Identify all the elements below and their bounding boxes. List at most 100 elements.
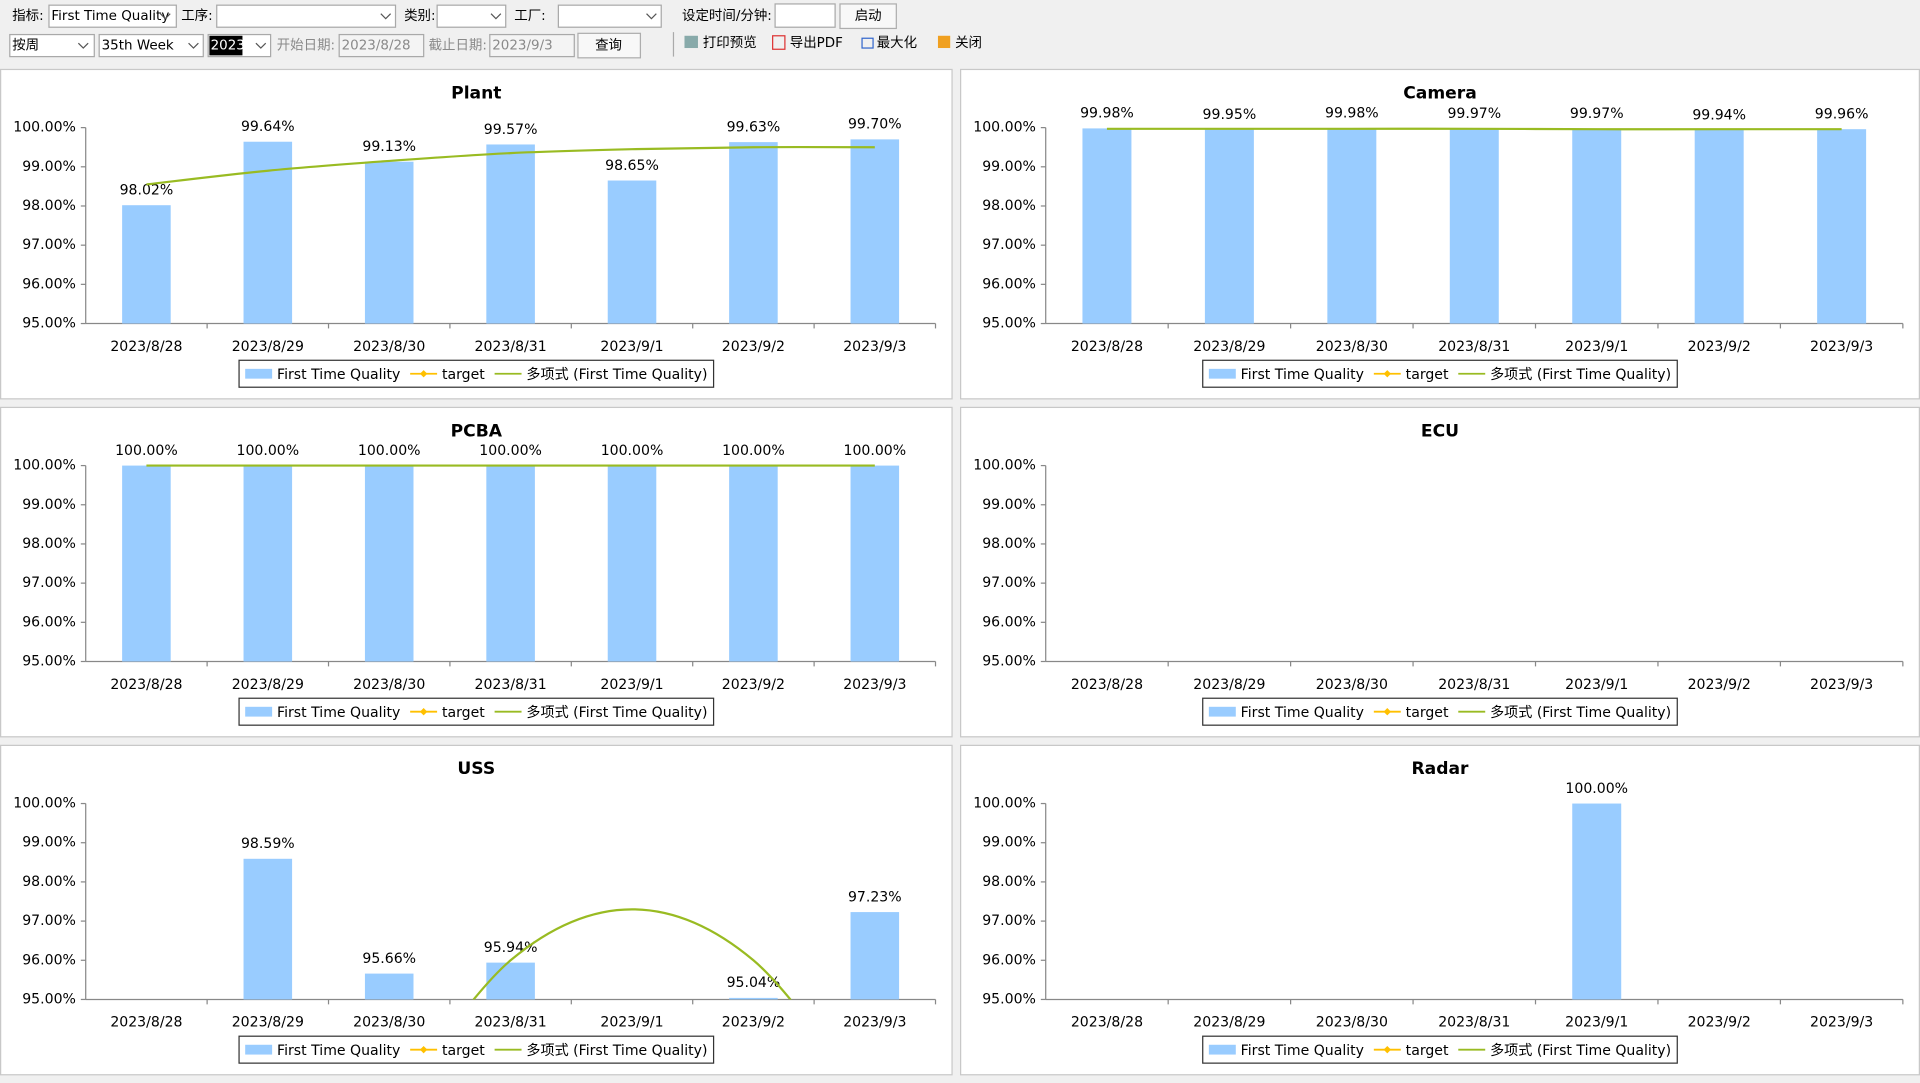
chart-panel: Plant 95.00% 96.00% 97.00% 98.00% 99.00% 100.0… xyxy=(0,68,953,400)
legend-swatch xyxy=(245,1044,273,1055)
y-tick-label: 100.00% xyxy=(973,120,1036,136)
legend-box xyxy=(1202,359,1678,388)
legend-marker xyxy=(1383,370,1391,378)
legend-box xyxy=(1202,1035,1678,1064)
input-value: 2023/8/28 xyxy=(342,39,411,54)
bar xyxy=(1449,128,1499,324)
legend-box xyxy=(238,697,715,726)
selection xyxy=(209,35,243,56)
y-tick-label: 96.00% xyxy=(22,276,76,292)
bar xyxy=(122,465,171,662)
input-value: 2023/9/3 xyxy=(492,39,552,54)
y-tick-label: 100.00% xyxy=(13,458,76,474)
x-tick-label: 2023/9/2 xyxy=(1688,1015,1751,1031)
x-tick-label: 2023/8/31 xyxy=(475,1015,547,1031)
x-tick-label: 2023/8/30 xyxy=(1316,1015,1388,1031)
x-tick-label: 2023/8/30 xyxy=(1316,677,1388,693)
y-tick-label: 97.00% xyxy=(22,237,76,253)
dropdown-arrow xyxy=(159,13,171,20)
bar xyxy=(1327,128,1377,324)
end-date-input[interactable] xyxy=(489,33,575,58)
legend-label: 多项式 (First Time Quality) xyxy=(1490,366,1671,383)
x-tick-label: 2023/9/2 xyxy=(1688,339,1751,355)
data-label: 100.00% xyxy=(843,443,906,459)
y-tick-label: 98.00% xyxy=(22,198,76,214)
legend-label: First Time Quality xyxy=(277,1043,400,1059)
close-button[interactable]: 关闭 xyxy=(955,35,982,51)
y-tick-label: 95.00% xyxy=(22,316,76,332)
chart-panel: USS 95.00% 96.00% 97.00% 98.00% 99.00% 100.00%… xyxy=(0,744,953,1076)
x-tick-label: 2023/9/3 xyxy=(843,1015,906,1031)
bar xyxy=(486,962,535,1000)
y-tick-label: 97.00% xyxy=(982,913,1036,929)
x-tick-label: 2023/8/30 xyxy=(353,1015,425,1031)
y-tick-label: 96.00% xyxy=(982,952,1036,968)
bar xyxy=(486,465,535,662)
plant-combo[interactable] xyxy=(557,4,662,28)
x-tick-label: 2023/8/29 xyxy=(1193,339,1265,355)
dropdown-arrow xyxy=(255,42,267,49)
legend-label: target xyxy=(442,367,485,383)
x-tick-label: 2023/8/28 xyxy=(1071,677,1143,693)
legend-swatch xyxy=(1208,706,1236,717)
x-tick-label: 2023/9/3 xyxy=(1810,677,1873,693)
maximize-button[interactable]: 最大化 xyxy=(877,35,917,51)
x-tick-label: 2023/9/3 xyxy=(843,339,906,355)
bar xyxy=(729,997,778,1000)
label: 类别: xyxy=(404,8,435,24)
y-tick-label: 95.00% xyxy=(982,991,1036,1007)
data-label: 99.98% xyxy=(1080,106,1134,122)
print-icon xyxy=(684,35,698,49)
data-label: 99.97% xyxy=(1570,106,1624,122)
x-tick-label: 2023/9/3 xyxy=(1810,1015,1873,1031)
pdf-icon xyxy=(772,35,786,50)
x-tick-label: 2023/9/1 xyxy=(600,1015,663,1031)
dropdown-arrow xyxy=(77,42,89,49)
period-combo[interactable] xyxy=(9,33,95,58)
indicator-combo[interactable] xyxy=(48,4,177,28)
y-tick-label: 97.00% xyxy=(982,575,1036,591)
x-tick-label: 2023/8/29 xyxy=(1193,677,1265,693)
legend-label: target xyxy=(442,705,485,721)
x-tick-label: 2023/8/30 xyxy=(353,677,425,693)
legend-swatch xyxy=(1208,368,1236,379)
bar xyxy=(1572,803,1622,1000)
bar xyxy=(122,205,171,324)
maximize-icon xyxy=(861,37,874,49)
week-combo[interactable] xyxy=(98,33,204,58)
process-combo[interactable] xyxy=(216,4,397,28)
bar xyxy=(364,973,414,1000)
legend-marker xyxy=(1383,708,1391,716)
legend-marker xyxy=(419,370,428,378)
category-combo[interactable] xyxy=(436,4,507,28)
chart-title: USS xyxy=(457,759,495,779)
start-date-input[interactable] xyxy=(338,33,425,58)
x-tick-label: 2023/9/2 xyxy=(722,677,785,693)
dropdown-arrow xyxy=(380,13,392,20)
y-tick-label: 96.00% xyxy=(22,614,76,630)
legend-label: First Time Quality xyxy=(1241,367,1364,383)
x-tick-label: 2023/8/30 xyxy=(1316,339,1388,355)
button-label: 启动 xyxy=(855,8,882,24)
bar xyxy=(607,180,657,324)
interval-input[interactable] xyxy=(774,3,836,28)
bar xyxy=(243,465,293,662)
x-tick-label: 2023/8/28 xyxy=(1071,1015,1143,1031)
data-label: 99.57% xyxy=(484,122,538,138)
label: 指标: xyxy=(12,8,43,24)
legend-label: target xyxy=(1406,705,1449,721)
x-tick-label: 2023/8/31 xyxy=(1438,339,1510,355)
print-preview-button[interactable]: 打印预览 xyxy=(703,34,757,51)
x-tick-label: 2023/9/1 xyxy=(600,677,663,693)
x-tick-label: 2023/9/3 xyxy=(843,677,906,693)
y-tick-label: 98.00% xyxy=(982,198,1036,214)
export-pdf-button[interactable]: 导出PDF xyxy=(790,35,843,51)
chart-title: PCBA xyxy=(451,421,503,441)
legend-label: 多项式 (First Time Quality) xyxy=(526,1042,707,1059)
data-label: 99.94% xyxy=(1692,107,1746,123)
x-tick-label: 2023/8/31 xyxy=(1438,677,1510,693)
query-button[interactable] xyxy=(577,32,642,59)
x-tick-label: 2023/8/29 xyxy=(232,1015,304,1031)
x-tick-label: 2023/9/2 xyxy=(1688,677,1751,693)
start-button[interactable] xyxy=(839,3,897,30)
